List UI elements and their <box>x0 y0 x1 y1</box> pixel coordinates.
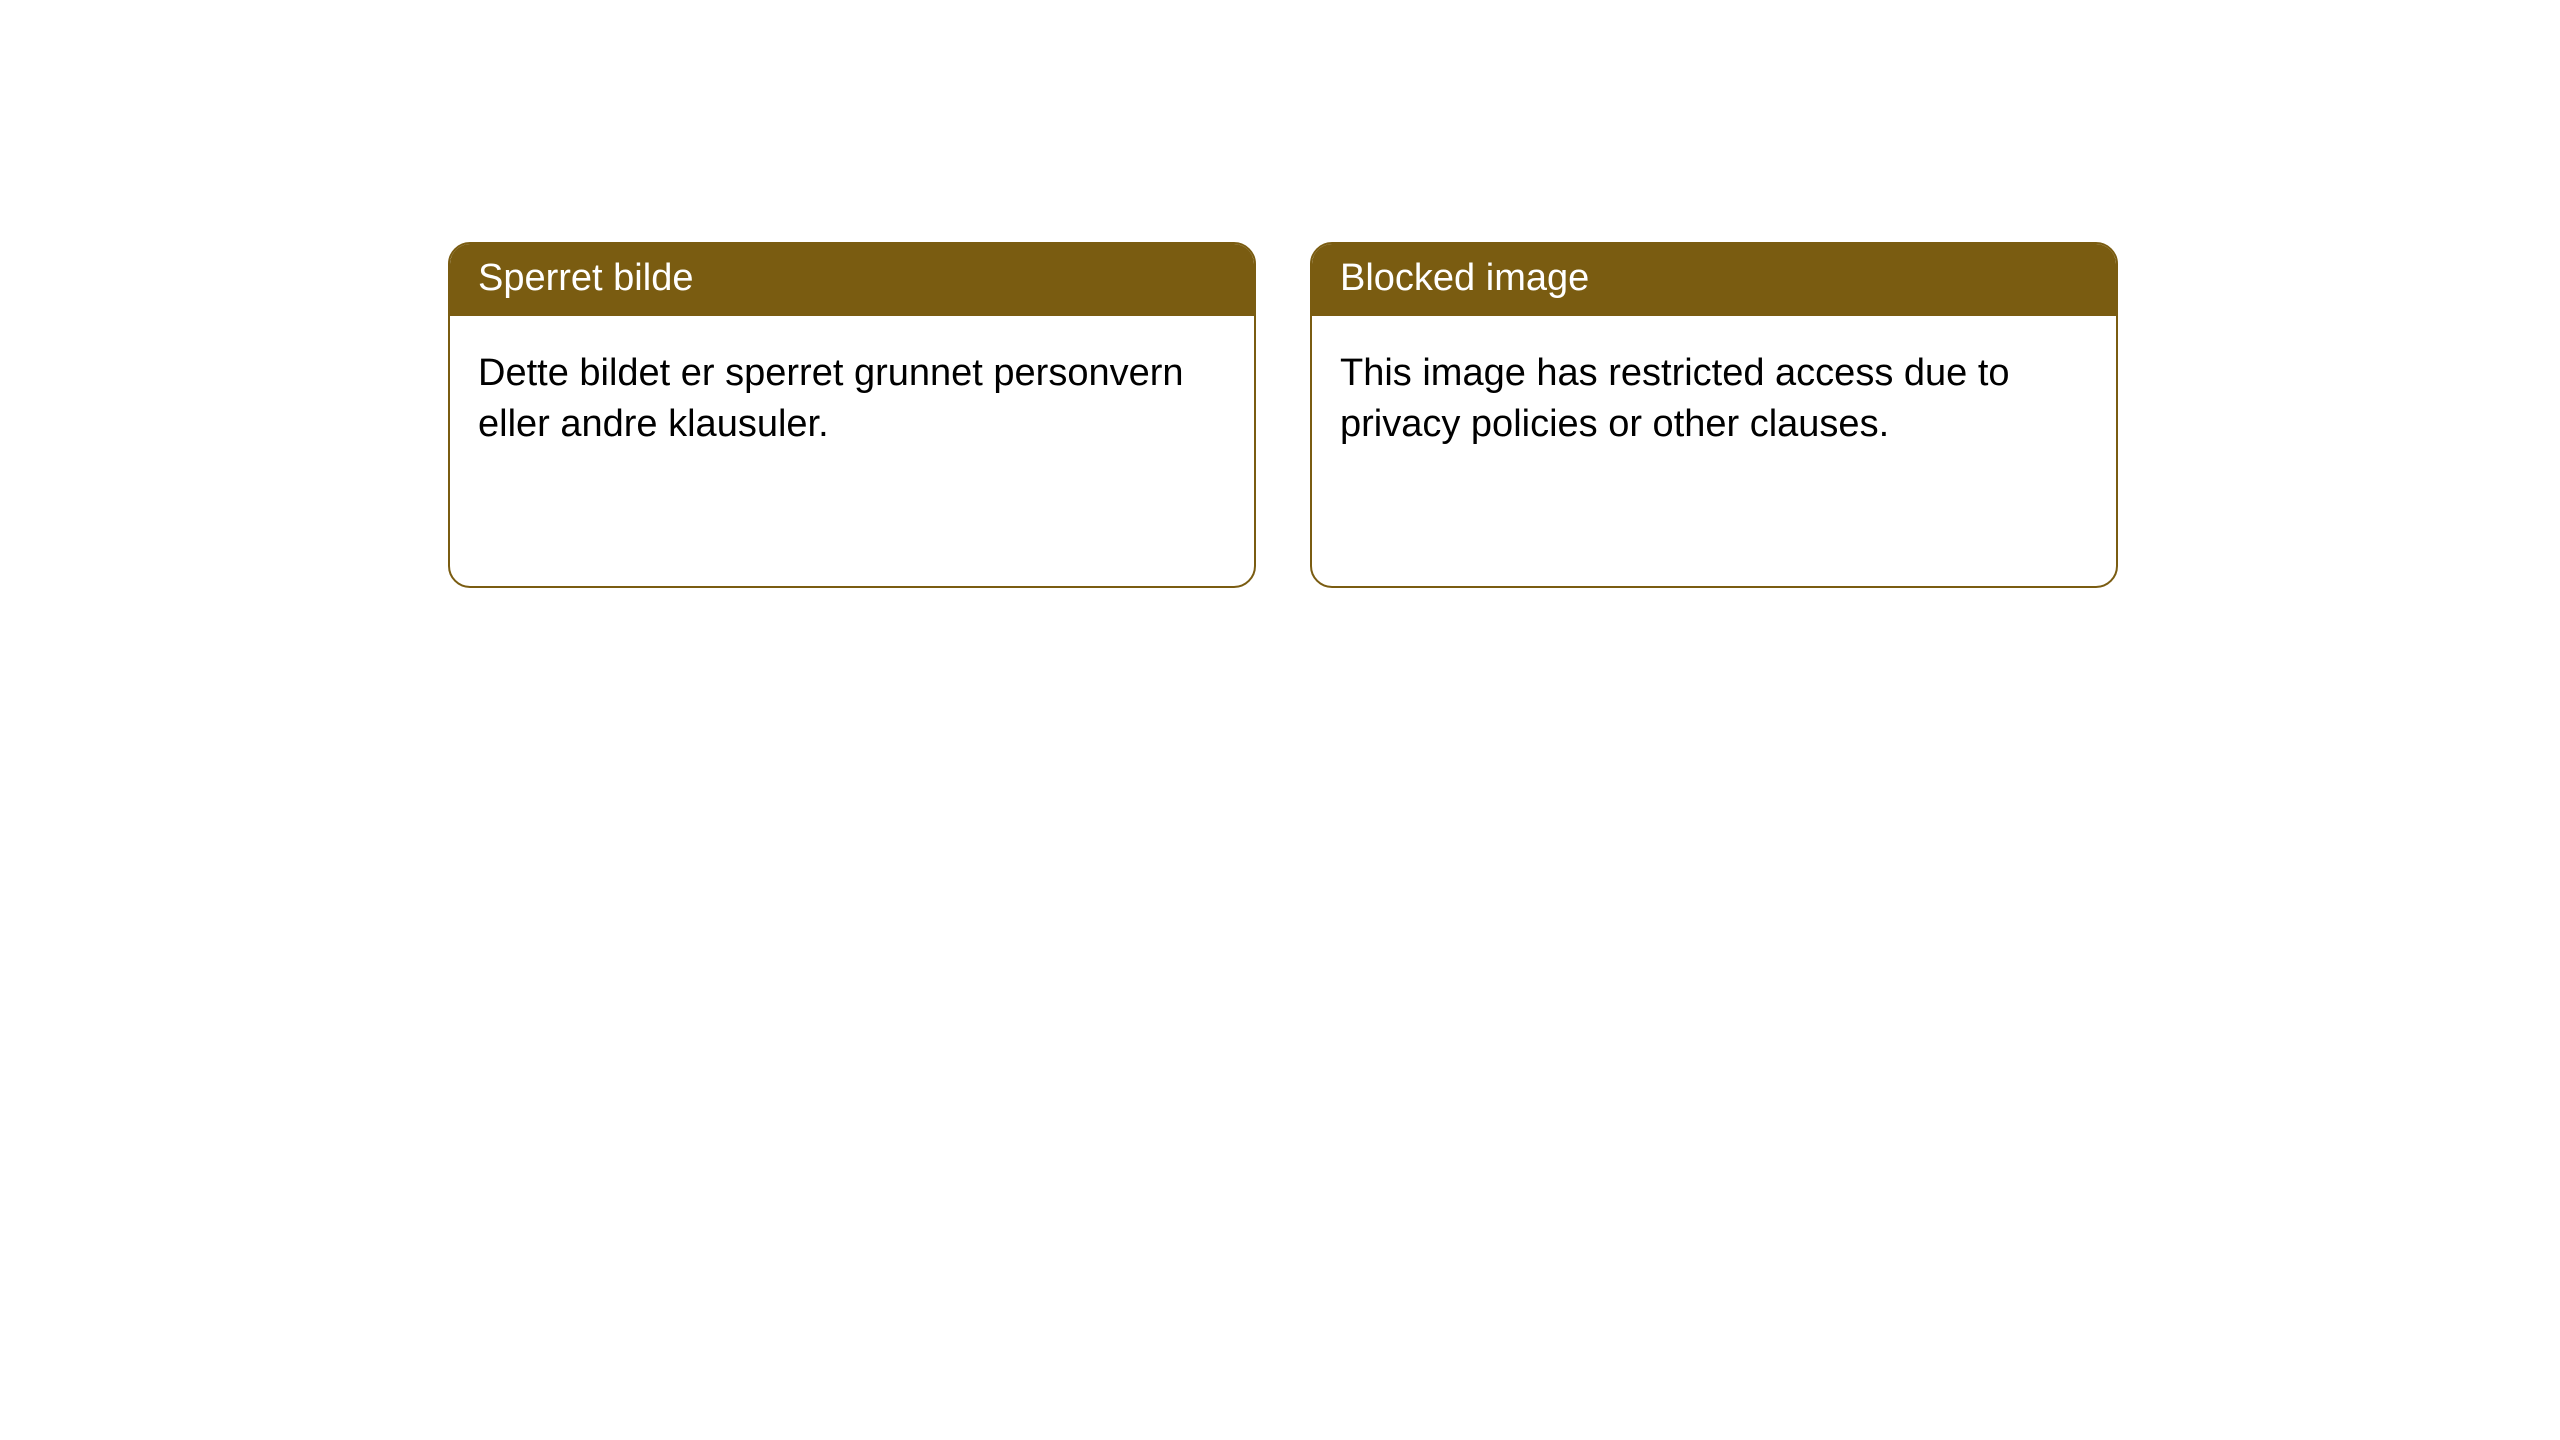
notice-body-norwegian: Dette bildet er sperret grunnet personve… <box>450 316 1254 586</box>
notice-card-english: Blocked image This image has restricted … <box>1310 242 2118 588</box>
notice-title-norwegian: Sperret bilde <box>450 244 1254 316</box>
notice-container: Sperret bilde Dette bildet er sperret gr… <box>0 0 2560 588</box>
notice-title-english: Blocked image <box>1312 244 2116 316</box>
notice-card-norwegian: Sperret bilde Dette bildet er sperret gr… <box>448 242 1256 588</box>
notice-body-english: This image has restricted access due to … <box>1312 316 2116 586</box>
